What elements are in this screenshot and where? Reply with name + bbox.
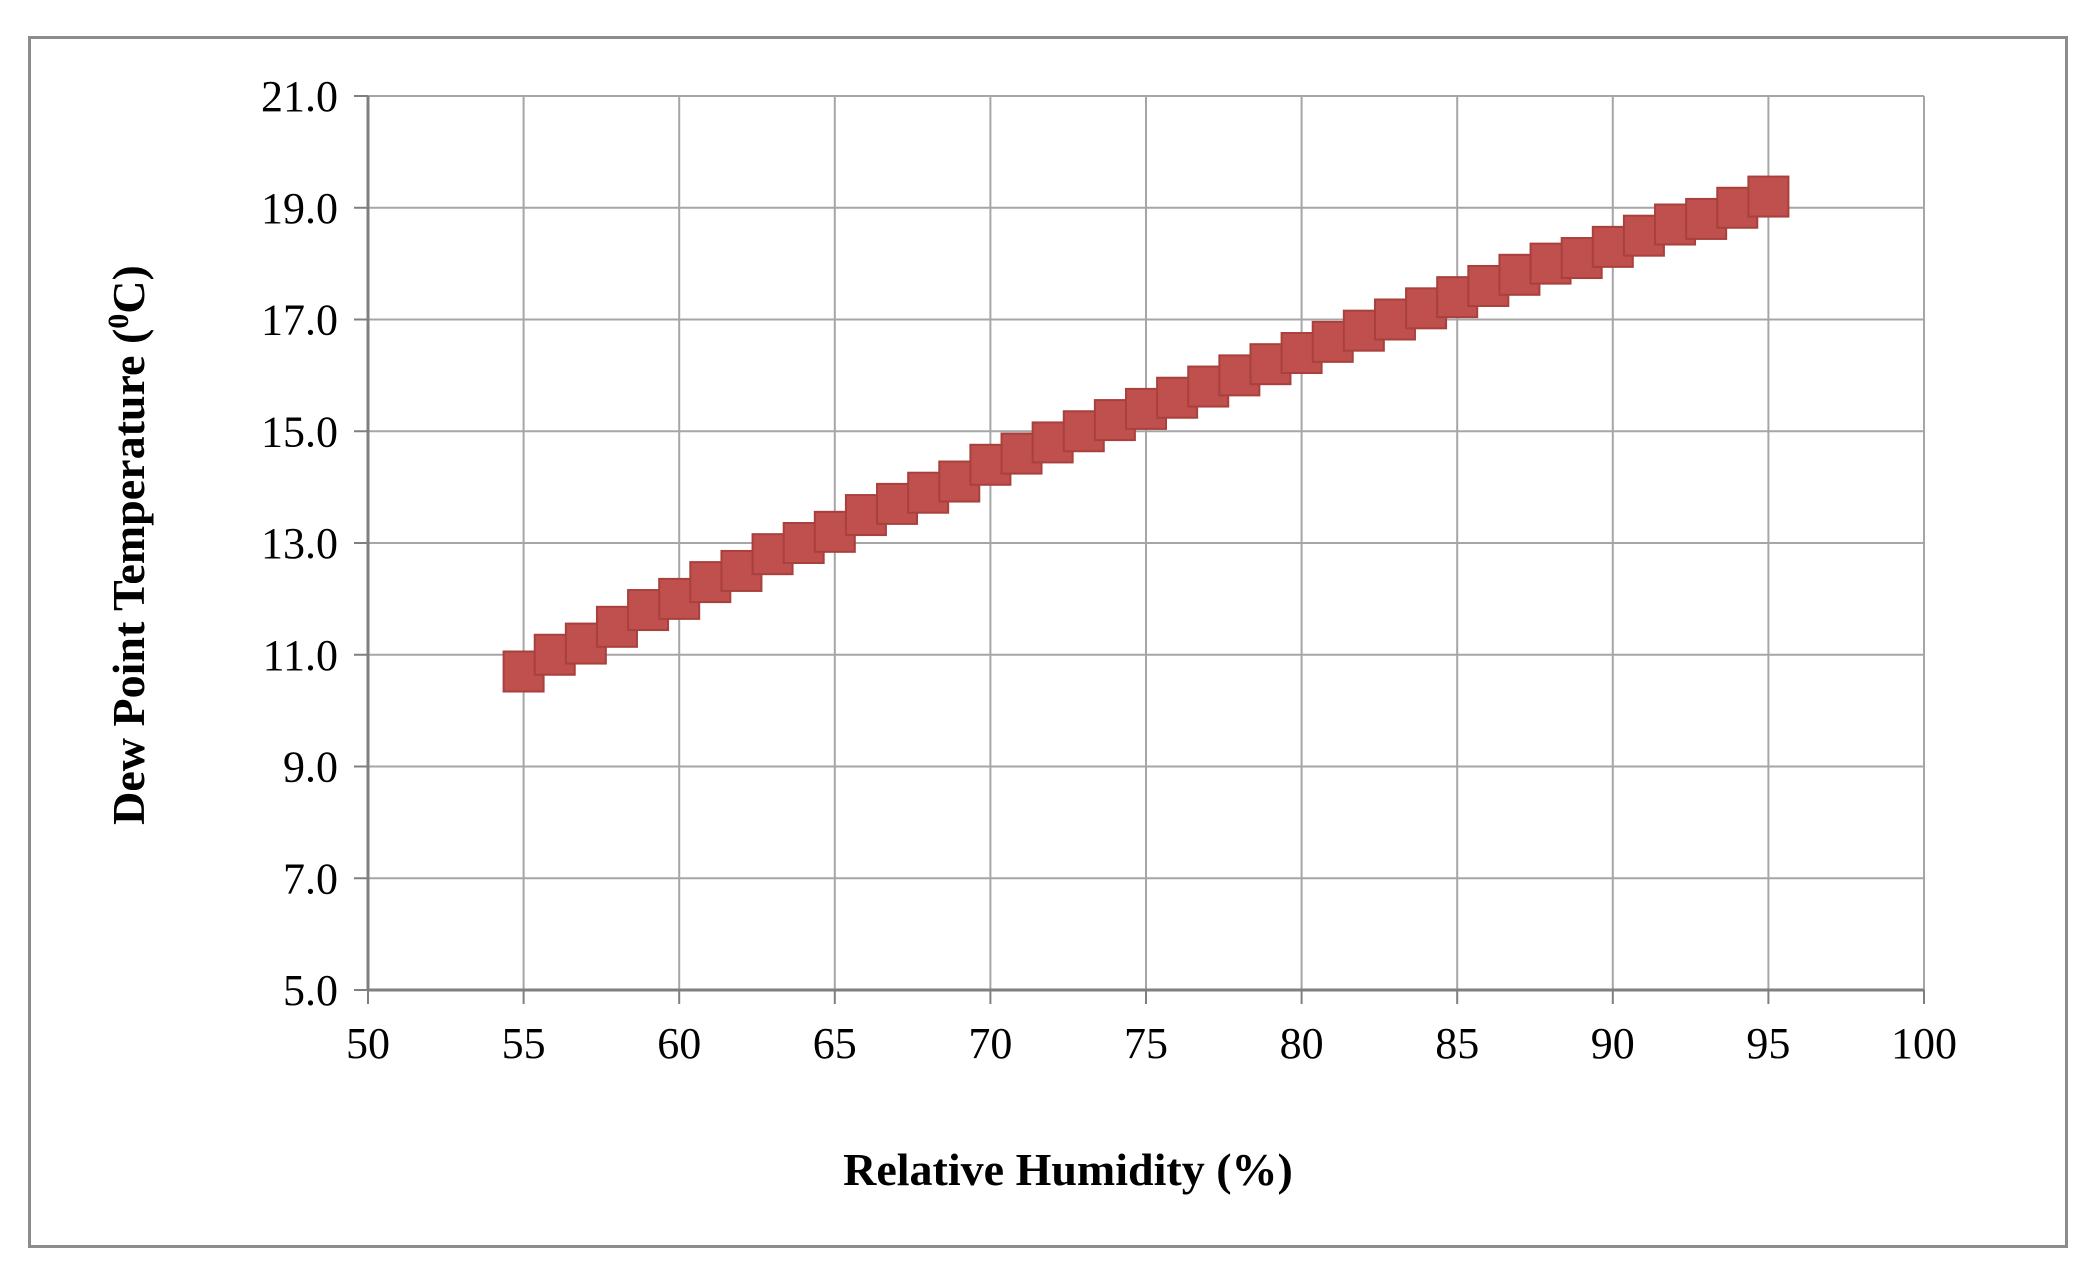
x-tick-labels: 50 55 60 65 70 75 80 85 90 95 100 <box>346 1019 1957 1068</box>
y-tick-label: 11.0 <box>263 631 338 680</box>
x-tick-label: 100 <box>1891 1019 1957 1068</box>
x-tick-label: 75 <box>1124 1019 1168 1068</box>
axes <box>354 95 1925 1004</box>
data-point <box>502 650 545 693</box>
y-axis-title-main: Dew Point Temperature ( <box>103 329 154 825</box>
y-tick-label: 7.0 <box>283 854 338 903</box>
x-tick-label: 55 <box>502 1019 546 1068</box>
y-tick-labels: 5.0 7.0 9.0 11.0 13.0 15.0 17.0 19.0 21.0 <box>261 72 338 1015</box>
x-tick-label: 85 <box>1435 1019 1479 1068</box>
y-tick-label: 19.0 <box>261 184 338 233</box>
y-tick-label: 9.0 <box>283 743 338 792</box>
y-axis-title: Dew Point Temperature (0C) <box>102 265 155 825</box>
x-tick-label: 90 <box>1591 1019 1635 1068</box>
x-tick-label: 80 <box>1280 1019 1324 1068</box>
x-tick-label: 60 <box>657 1019 701 1068</box>
x-tick-label: 65 <box>813 1019 857 1068</box>
y-axis-title-sup: 0 <box>102 314 135 329</box>
data-points <box>502 175 1790 693</box>
x-tick-label: 70 <box>968 1019 1012 1068</box>
x-tick-label: 50 <box>346 1019 390 1068</box>
y-tick-label: 15.0 <box>261 407 338 456</box>
data-point <box>1747 175 1790 218</box>
y-tick-label: 21.0 <box>261 72 338 121</box>
y-tick-label: 17.0 <box>261 296 338 345</box>
y-tick-label: 13.0 <box>261 519 338 568</box>
x-tick-label: 95 <box>1746 1019 1790 1068</box>
y-axis-title-end: C) <box>103 265 154 314</box>
y-tick-label: 5.0 <box>283 966 338 1015</box>
x-axis-title: Relative Humidity (%) <box>843 1144 1293 1195</box>
